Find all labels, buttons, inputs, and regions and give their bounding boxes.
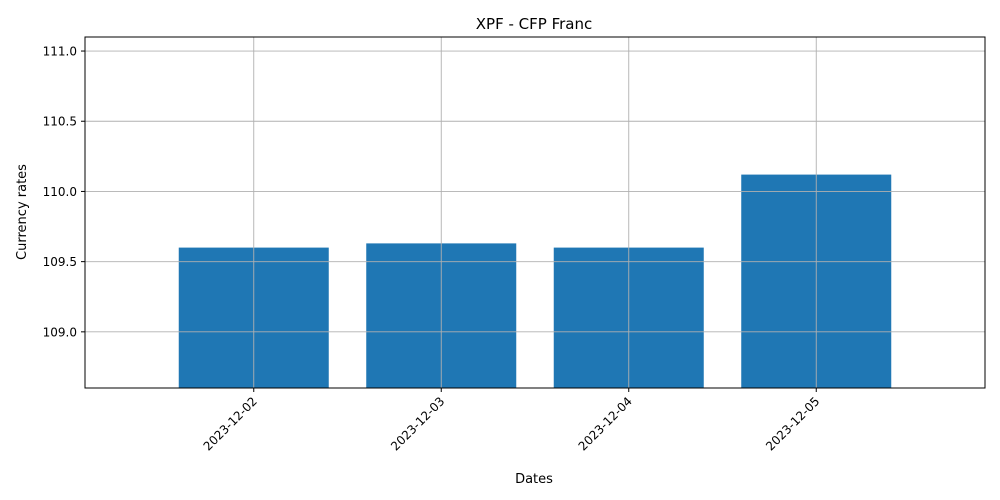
y-tick-label: 109.0: [43, 325, 77, 339]
y-tick-label: 110.0: [43, 185, 77, 199]
y-axis-label: Currency rates: [15, 164, 30, 260]
y-tick-label: 111.0: [43, 45, 77, 59]
chart-title: XPF - CFP Franc: [476, 15, 592, 33]
plot-frame: [84, 36, 986, 389]
x-axis-label: Dates: [515, 472, 553, 487]
y-tick-label: 110.5: [43, 115, 77, 129]
y-tick-label: 109.5: [43, 255, 77, 269]
